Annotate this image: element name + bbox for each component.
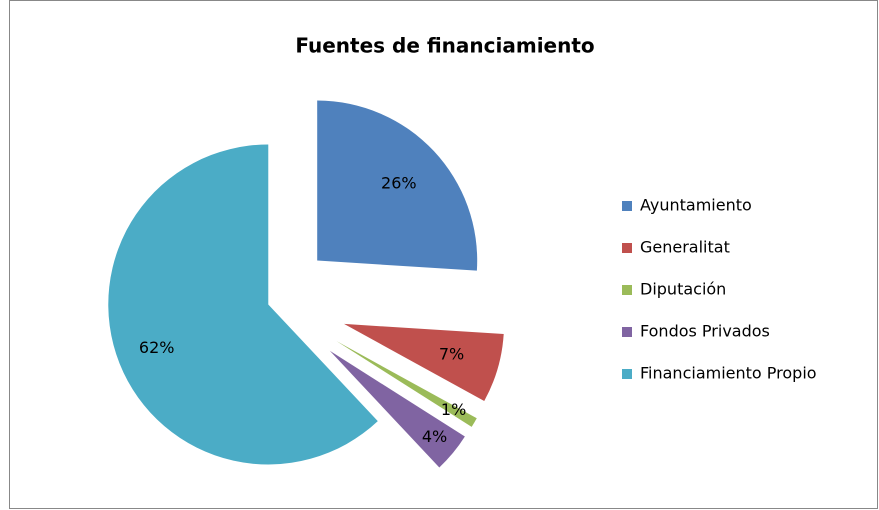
data-label: 4% [422, 427, 447, 446]
legend-label: Diputación [640, 280, 726, 299]
legend-label: Ayuntamiento [640, 196, 752, 215]
legend-swatch [622, 285, 632, 295]
pie-slice [329, 350, 465, 468]
pie-slice [317, 100, 478, 271]
legend-swatch [622, 201, 632, 211]
legend-swatch [622, 327, 632, 337]
legend-swatch [622, 369, 632, 379]
legend-swatch [622, 243, 632, 253]
data-label: 26% [381, 173, 417, 192]
legend-label: Generalitat [640, 238, 730, 257]
pie-slice [336, 341, 477, 427]
data-label: 7% [439, 345, 464, 364]
pie-slice [108, 144, 378, 465]
data-label: 1% [441, 400, 466, 419]
pie-slice [344, 323, 504, 402]
legend-label: Fondos Privados [640, 322, 770, 341]
data-label: 62% [139, 338, 175, 357]
legend-label: Financiamiento Propio [640, 364, 817, 383]
chart-title: Fuentes de financiamiento [295, 34, 594, 58]
